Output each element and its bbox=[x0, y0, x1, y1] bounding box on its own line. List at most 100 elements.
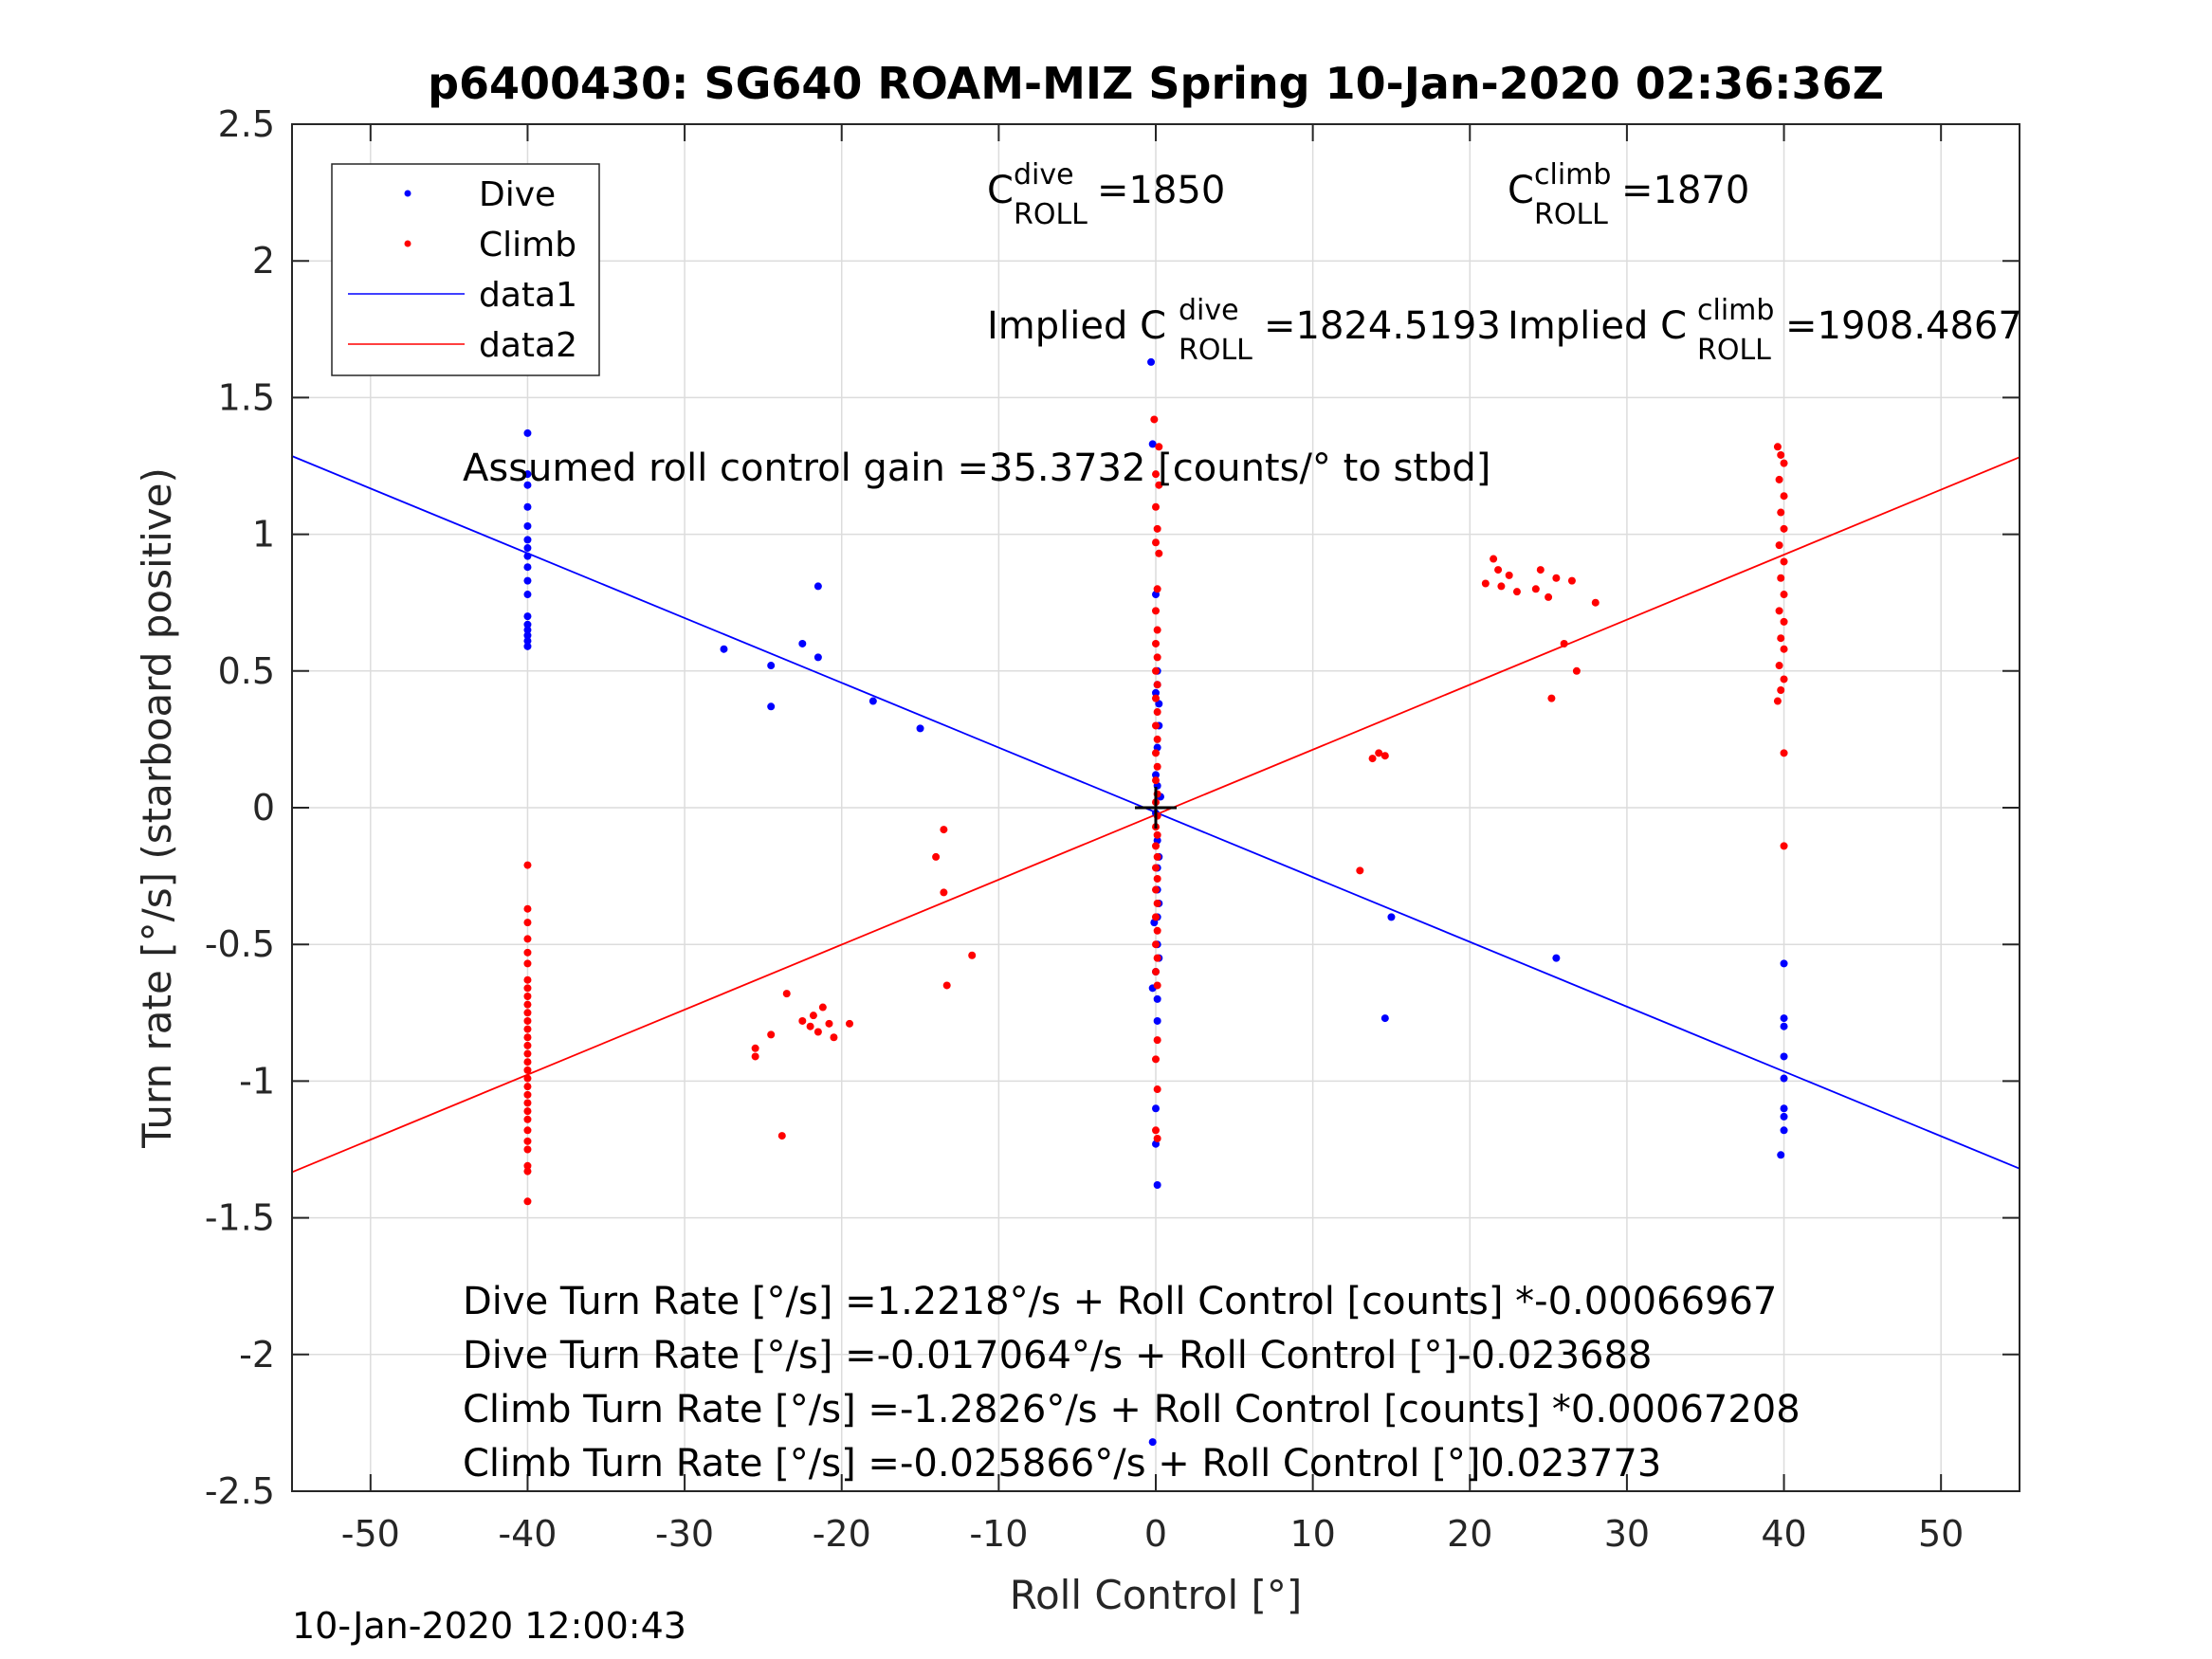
data-point-climb bbox=[1552, 574, 1561, 582]
data-point-climb bbox=[942, 981, 951, 990]
data-point-climb bbox=[1505, 571, 1513, 579]
axis-ticks bbox=[292, 123, 2020, 1492]
data-point-climb bbox=[782, 990, 791, 998]
data-point-climb bbox=[1572, 666, 1581, 675]
data-point-dive bbox=[1153, 994, 1161, 1003]
data-point-climb bbox=[523, 1041, 532, 1049]
data-point-dive bbox=[1780, 1074, 1788, 1083]
data-point-dive bbox=[523, 563, 532, 572]
data-point-climb bbox=[1481, 579, 1490, 588]
data-point-climb bbox=[523, 959, 532, 968]
data-point-climb bbox=[1780, 617, 1788, 626]
data-point-climb bbox=[523, 1126, 532, 1135]
data-point-climb bbox=[523, 1074, 532, 1083]
data-point-climb bbox=[1775, 475, 1783, 483]
data-point-dive bbox=[523, 502, 532, 511]
data-point-dive bbox=[1780, 1112, 1788, 1121]
data-point-dive bbox=[1780, 1022, 1788, 1030]
data-point-climb bbox=[1152, 607, 1160, 615]
data-point-climb bbox=[1155, 549, 1163, 557]
data-point-climb bbox=[1775, 541, 1783, 550]
legend-box bbox=[331, 163, 600, 376]
data-point-climb bbox=[523, 904, 532, 913]
data-point-dive bbox=[523, 591, 532, 599]
data-point-climb bbox=[523, 1083, 532, 1091]
x-tick-label: -40 bbox=[498, 1513, 557, 1555]
data-point-climb bbox=[1375, 749, 1383, 757]
data-point-climb bbox=[1152, 470, 1160, 479]
c-roll-climb-value: =1870 bbox=[1621, 169, 1749, 212]
data-point-dive bbox=[868, 697, 877, 705]
data-point-climb bbox=[806, 1022, 814, 1030]
data-point-climb bbox=[1152, 940, 1160, 949]
implied-dive-base: Implied C bbox=[987, 304, 1166, 348]
data-point-climb bbox=[777, 1132, 786, 1140]
data-point-climb bbox=[1153, 735, 1161, 743]
data-point-dive bbox=[523, 428, 532, 437]
gain-annotation: Assumed roll control gain =35.3732 [coun… bbox=[463, 447, 1490, 490]
data-point-climb bbox=[968, 951, 977, 959]
equation-line: Dive Turn Rate [°/s] =1.2218°/s + Roll C… bbox=[463, 1280, 1777, 1323]
data-point-climb bbox=[1780, 749, 1788, 757]
data-point-climb bbox=[523, 1000, 532, 1009]
data-point-dive bbox=[767, 662, 776, 670]
chart-title: p6400430: SG640 ROAM-MIZ Spring 10-Jan-2… bbox=[428, 58, 1884, 109]
data-point-climb bbox=[1780, 459, 1788, 467]
implied-dive-sub: ROLL bbox=[1179, 334, 1252, 367]
legend-dive-marker bbox=[404, 190, 411, 197]
x-tick-label: 0 bbox=[1144, 1513, 1167, 1555]
implied-climb-value: =1908.4867 bbox=[1785, 304, 2022, 348]
data-point-climb bbox=[523, 948, 532, 957]
data-point-climb bbox=[1153, 1134, 1161, 1142]
c-roll-dive-value: =1850 bbox=[1097, 169, 1225, 212]
data-point-climb bbox=[1777, 634, 1785, 643]
data-point-dive bbox=[1148, 1438, 1157, 1447]
timestamp: 10-Jan-2020 12:00:43 bbox=[292, 1605, 686, 1647]
data-point-climb bbox=[940, 888, 948, 897]
data-point-climb bbox=[1777, 574, 1785, 582]
data-point-climb bbox=[1152, 502, 1160, 511]
data-point-dive bbox=[1387, 913, 1396, 921]
data-point-climb bbox=[1777, 685, 1785, 694]
data-point-climb bbox=[523, 1090, 532, 1099]
data-point-climb bbox=[1152, 1126, 1160, 1135]
data-point-climb bbox=[1152, 694, 1160, 702]
x-tick-label: -20 bbox=[813, 1513, 871, 1555]
data-point-dive bbox=[1780, 959, 1788, 968]
data-point-climb bbox=[523, 1161, 532, 1170]
data-point-dive bbox=[523, 470, 532, 479]
data-point-climb bbox=[523, 1197, 532, 1206]
data-point-climb bbox=[523, 1107, 532, 1116]
data-point-climb bbox=[1152, 885, 1160, 894]
x-tick-label: 30 bbox=[1604, 1513, 1650, 1555]
data-point-dive bbox=[523, 544, 532, 553]
data-point-climb bbox=[940, 826, 948, 834]
legend-climb-marker bbox=[404, 240, 411, 247]
data-point-climb bbox=[1567, 576, 1576, 585]
data-point-dive bbox=[1147, 357, 1156, 366]
data-point-climb bbox=[751, 1044, 759, 1052]
data-point-climb bbox=[1152, 721, 1160, 730]
data-point-dive bbox=[1780, 1052, 1788, 1061]
implied-c-roll-dive-annotation: Implied C dive ROLL =1824.5193 bbox=[987, 294, 1501, 367]
data-point-climb bbox=[1780, 675, 1788, 684]
data-point-climb bbox=[523, 861, 532, 869]
data-point-climb bbox=[1356, 866, 1364, 875]
data-point-climb bbox=[814, 1028, 822, 1036]
data-point-dive bbox=[798, 639, 807, 647]
x-axis-label: Roll Control [°] bbox=[1010, 1572, 1303, 1618]
data-point-dive bbox=[523, 481, 532, 489]
data-point-climb bbox=[523, 1167, 532, 1176]
data-point-dive bbox=[720, 645, 728, 653]
data-point-climb bbox=[1536, 566, 1545, 574]
data-point-climb bbox=[1152, 776, 1160, 785]
c-roll-climb-base: C bbox=[1508, 169, 1534, 212]
data-point-climb bbox=[523, 1058, 532, 1066]
data-point-climb bbox=[1152, 913, 1160, 921]
equation-line: Climb Turn Rate [°/s] =-0.025866°/s + Ro… bbox=[463, 1442, 1661, 1486]
data-point-climb bbox=[1152, 749, 1160, 757]
data-point-climb bbox=[1153, 653, 1161, 662]
data-point-climb bbox=[1152, 639, 1160, 647]
data-point-climb bbox=[1153, 681, 1161, 689]
data-point-dive bbox=[523, 536, 532, 544]
